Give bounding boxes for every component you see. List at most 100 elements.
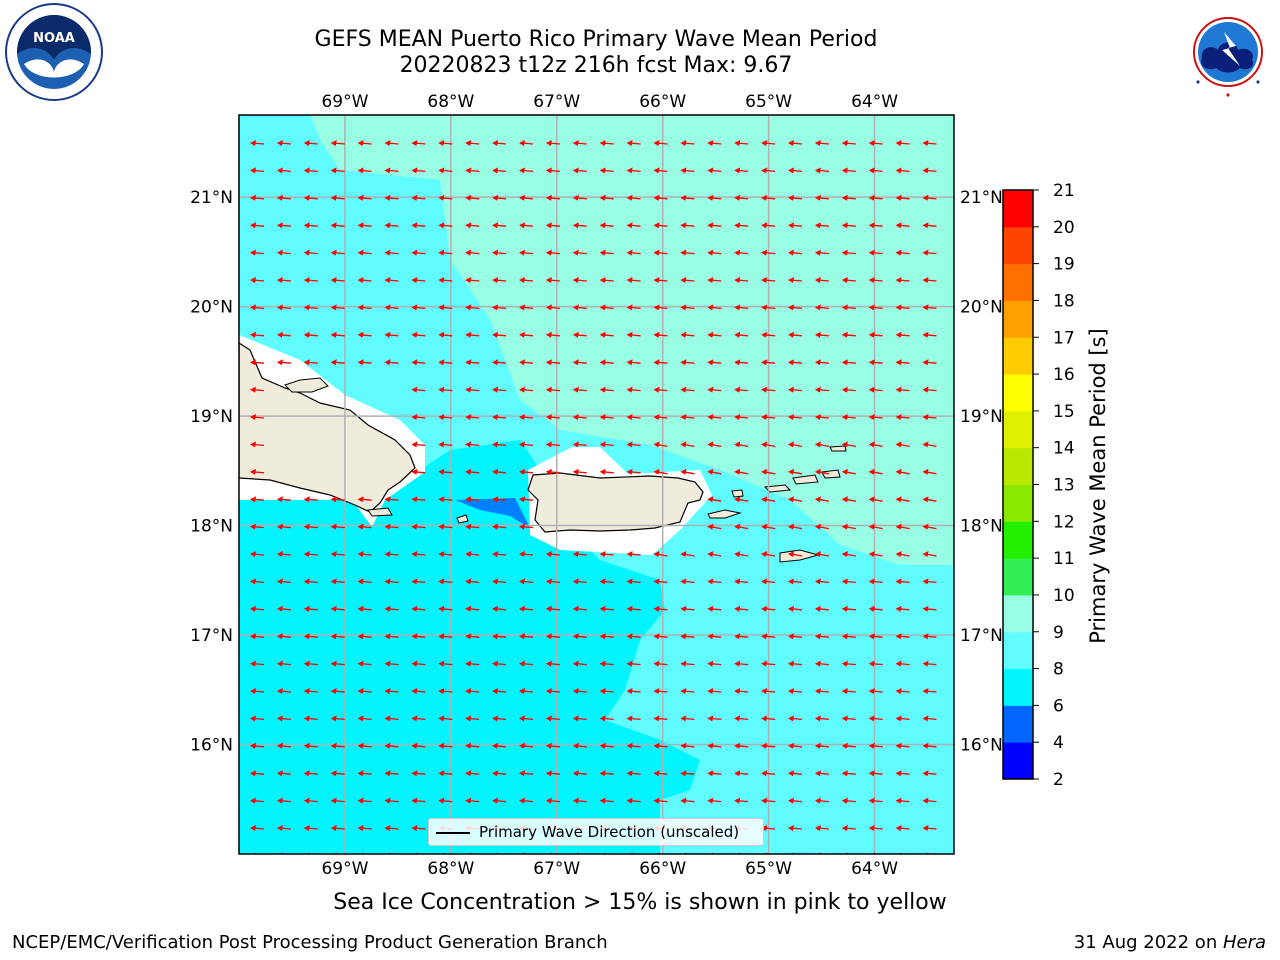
wave-vector-head	[599, 715, 606, 722]
wave-vector-head	[868, 605, 875, 612]
wave-vector-head	[599, 140, 606, 146]
wave-vector-head	[330, 304, 337, 311]
wave-vector-head	[276, 660, 283, 667]
wave-vector-head	[250, 277, 256, 283]
wave-vector-head	[922, 167, 929, 174]
wave-vector-head	[465, 688, 472, 694]
wave-vector-head	[250, 742, 256, 749]
wave-vector-head	[626, 249, 633, 256]
wave-vector-head	[653, 167, 660, 174]
wave-vector-head	[303, 523, 310, 530]
wave-vector-head	[761, 249, 768, 256]
wave-vector-head	[357, 359, 364, 366]
wave-vector-shaft	[441, 855, 452, 856]
lon-label-bottom: 67°W	[533, 859, 580, 879]
wave-vector-head	[545, 386, 552, 393]
wave-vector-head	[599, 742, 606, 749]
wave-vector-head	[653, 277, 660, 283]
wave-vector-head	[814, 523, 821, 530]
colorbar-segment	[1003, 668, 1033, 706]
wave-vector-head	[626, 222, 633, 229]
wave-vector-head	[680, 441, 687, 448]
wave-vector-head	[680, 359, 687, 366]
wave-vector-head	[357, 167, 364, 174]
colorbar-segment	[1003, 631, 1033, 670]
wave-vector-head	[814, 222, 821, 229]
wave-vector-head	[276, 605, 283, 612]
wave-vector-head	[465, 578, 472, 585]
wave-vector-head	[841, 359, 848, 366]
wave-vector-head	[734, 331, 741, 338]
wave-vector-head	[465, 441, 472, 448]
wave-vector-head	[438, 386, 445, 393]
wave-vector-head	[572, 167, 579, 174]
wave-vector-head	[680, 605, 687, 612]
wave-vector-head	[250, 414, 256, 420]
wave-vector-head	[734, 578, 741, 585]
wave-vector-head	[680, 770, 687, 777]
wave-vector-head	[653, 359, 660, 366]
wave-vector-head	[250, 660, 256, 667]
wave-vector-head	[384, 688, 391, 694]
wave-vector-head	[303, 660, 310, 667]
wave-vector-head	[734, 167, 741, 174]
sea-ice-note: Sea Ice Concentration > 15% is shown in …	[333, 890, 947, 915]
wave-vector-head	[761, 578, 768, 585]
wave-vector-head	[868, 277, 875, 283]
wave-vector-head	[922, 660, 929, 667]
wave-vector-head	[761, 441, 768, 448]
wave-vector-head	[572, 386, 579, 393]
wave-vector-head	[922, 825, 929, 831]
lat-label-right: 20°N	[960, 298, 1003, 318]
wave-vector-head	[519, 304, 525, 311]
wave-vector-head	[492, 441, 499, 448]
wave-vector-head	[357, 523, 364, 530]
wave-vector-head	[707, 194, 714, 201]
wave-vector-head	[653, 140, 660, 146]
lat-label-left: 19°N	[190, 407, 233, 427]
wave-vector-head	[465, 277, 472, 283]
wave-vector-head	[384, 825, 391, 831]
wave-vector-head	[841, 688, 848, 694]
wave-vector-head	[519, 742, 525, 749]
wave-vector-head	[384, 605, 391, 612]
wave-vector-head	[761, 414, 768, 420]
colorbar-segment	[1003, 337, 1033, 375]
wave-vector-head	[922, 605, 929, 612]
wave-vector-head	[438, 140, 445, 146]
wave-vector-head	[707, 605, 714, 612]
wave-vector-head	[276, 825, 283, 831]
wave-vector-head	[761, 523, 768, 530]
wave-vector-head	[465, 523, 472, 530]
wave-vector-head	[465, 304, 472, 311]
wave-vector-head	[599, 578, 606, 585]
wave-vector-head	[572, 797, 579, 804]
wave-vector-head	[438, 797, 445, 804]
wave-vector-head	[626, 386, 633, 393]
wave-vector-head	[841, 468, 848, 475]
wave-vector-head	[411, 523, 418, 530]
wave-vector-head	[411, 825, 418, 831]
wave-vector-head	[303, 496, 310, 503]
wave-vector-head	[653, 605, 660, 612]
wave-vector-head	[653, 386, 660, 393]
wave-vector-head	[626, 742, 633, 749]
wave-vector-shaft	[280, 855, 291, 856]
wave-vector-head	[545, 468, 552, 475]
wave-vector-head	[761, 742, 768, 749]
wave-vector-head	[814, 578, 821, 585]
colorbar-tick-label: 14	[1053, 439, 1075, 459]
wave-vector-head	[761, 331, 768, 338]
wave-vector-head	[330, 551, 337, 557]
wave-vector-head	[276, 797, 283, 804]
wave-vector-head	[653, 249, 660, 256]
wave-vector-head	[895, 688, 902, 694]
wave-vector-head	[519, 441, 525, 448]
map-area	[239, 115, 954, 856]
wave-vector-shaft	[603, 855, 614, 856]
wave-vector-head	[761, 633, 768, 640]
wave-vector-head	[788, 660, 794, 667]
wave-vector-head	[438, 359, 445, 366]
wave-vector-head	[841, 386, 848, 393]
wave-vector-shaft	[791, 855, 802, 856]
